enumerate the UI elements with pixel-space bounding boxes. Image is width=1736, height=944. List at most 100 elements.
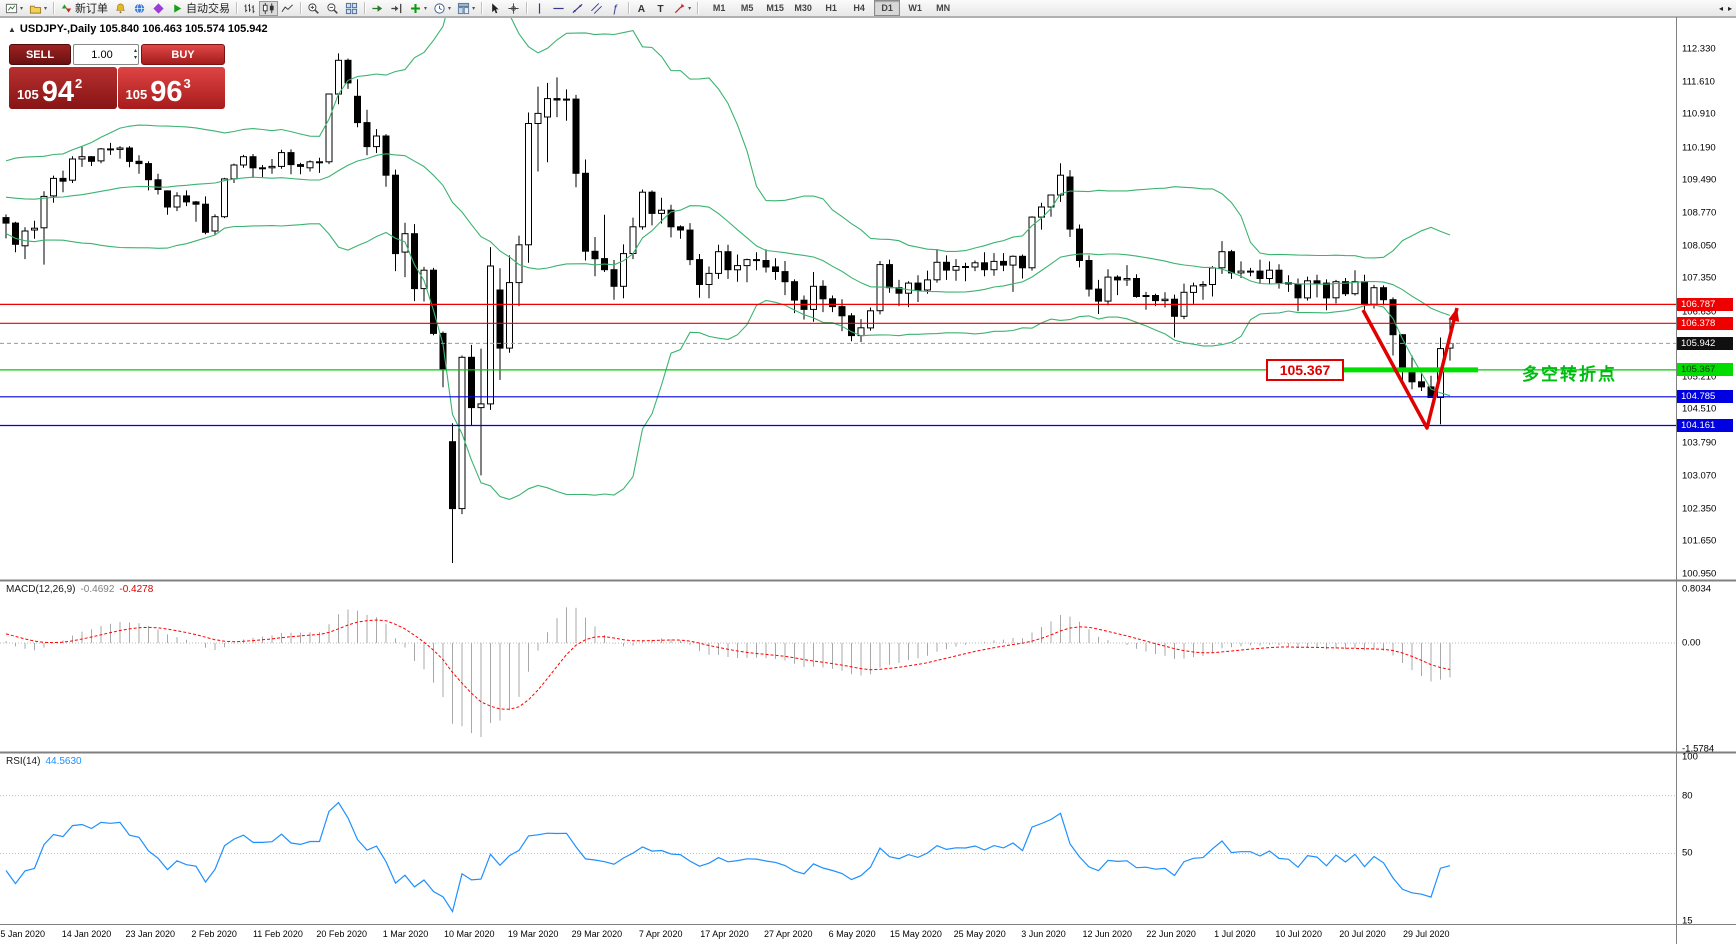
price-tag-106.787: 106.787 (1677, 297, 1733, 311)
date-axis-label: 14 Jan 2020 (61, 929, 112, 939)
arrows-tool-icon (674, 3, 685, 13)
toolbar-scroll-left-button[interactable]: ◂ (1717, 1, 1725, 16)
price-axis-label: 108.770 (1682, 207, 1717, 219)
volume-input[interactable] (74, 45, 138, 65)
buy-price-display[interactable]: 105 96 3 (117, 67, 225, 109)
trendline-button[interactable] (568, 1, 587, 16)
timeframe-button-m1[interactable]: M1 (712, 3, 726, 13)
news-button[interactable] (130, 1, 149, 16)
price-axis-label: 108.050 (1682, 240, 1717, 252)
label-tool-button[interactable]: T (651, 1, 670, 16)
date-axis: 5 Jan 2020 14 Jan 2020 23 Jan 2020 2 Feb 20… (0, 925, 1676, 944)
timeframe-button-m15[interactable]: M15 (766, 3, 784, 13)
bollinger-upper-band (5, 17, 1451, 259)
annotation-text[interactable]: 多空转折点 (1522, 365, 1617, 384)
vertical-line-icon (538, 2, 541, 14)
vertical-line-button[interactable] (530, 1, 549, 16)
volume-decrease-button[interactable]: ▾ (133, 54, 137, 61)
buy-button[interactable]: BUY (141, 44, 225, 65)
toolbar-scroll-right-button[interactable]: ▸ (1726, 1, 1734, 16)
crosshair-button[interactable] (504, 1, 523, 16)
rsi-axis-label: 50 (1682, 847, 1693, 859)
chart-shift-button[interactable] (387, 1, 406, 16)
date-axis-label: 12 Jun 2020 (1082, 929, 1133, 939)
date-axis-label: 11 Feb 2020 (252, 929, 303, 939)
alerts-bell-icon (116, 3, 125, 13)
chevron-down-icon: ▾ (688, 5, 692, 12)
fibonacci-button[interactable]: ƒ (606, 1, 625, 16)
cursor-button[interactable] (485, 1, 504, 16)
date-axis-label: 27 Apr 2020 (764, 929, 813, 939)
macd-plot (0, 607, 1676, 737)
timeframe-button-w1[interactable]: W1 (908, 3, 922, 13)
volume-box: ▴ ▾ (73, 44, 139, 65)
rsi-axis-label: 100 (1682, 751, 1698, 763)
horizontal-line-button[interactable] (549, 1, 568, 16)
bar-chart-button[interactable] (240, 1, 259, 16)
volume-increase-button[interactable]: ▴ (133, 47, 137, 54)
auto-trading-button[interactable]: 自动交易 (168, 1, 233, 16)
arrows-tool-button[interactable]: ▾ (670, 1, 694, 16)
bollinger-lower-band (5, 223, 1451, 500)
price-tag-105.942: 105.942 (1677, 336, 1733, 350)
macd-axis-label: 0.8034 (1682, 583, 1712, 595)
toolbar-separator (526, 2, 528, 14)
date-axis-label: 23 Jan 2020 (125, 929, 176, 939)
new-chart-button[interactable]: ▾ (2, 1, 26, 16)
date-axis-label: 29 Jul 2020 (1403, 929, 1450, 939)
candlestick-chart-button[interactable] (259, 0, 279, 16)
text-tool-button[interactable]: A (632, 1, 651, 16)
rsi-value: 44.5630 (45, 756, 82, 767)
price-axis-label: 111.610 (1682, 76, 1715, 88)
date-axis-label: 1 Jul 2020 (1214, 929, 1256, 939)
horizontal-line-icon (553, 7, 564, 9)
timeframe-button-m30[interactable]: M30 (794, 3, 812, 13)
chart-title: ▲ USDJPY-,Daily 105.840 106.463 105.574 … (8, 23, 268, 35)
date-axis-label: 25 May 2020 (953, 929, 1006, 939)
indicators-button[interactable]: ▾ (406, 1, 430, 16)
sell-price-main: 94 (41, 76, 74, 108)
macd-axis-label: 0.00 (1682, 637, 1701, 649)
timeframe-button-d1[interactable]: D1 (874, 0, 901, 16)
signals-button[interactable] (149, 1, 168, 16)
timeframe-button-m5[interactable]: M5 (740, 3, 754, 13)
profiles-button[interactable]: ▾ (26, 1, 50, 16)
price-axis-label: 105.210 (1682, 371, 1717, 383)
chart-shift-icon (391, 3, 402, 13)
date-axis-label: 22 Jun 2020 (1146, 929, 1196, 939)
zoom-out-icon (327, 2, 338, 14)
alerts-button[interactable] (111, 1, 130, 16)
templates-button[interactable]: ▾ (454, 1, 478, 16)
zoom-in-button[interactable] (304, 1, 323, 16)
timeframe-button-mn[interactable]: MN (936, 3, 951, 13)
date-axis-label: 7 Apr 2020 (638, 929, 683, 939)
timeframe-button-h1[interactable]: H1 (825, 3, 837, 13)
sell-price-sup: 2 (74, 76, 83, 91)
one-click-collapse-icon[interactable]: ▲ (8, 24, 16, 34)
fibonacci-icon: ƒ (612, 3, 618, 15)
date-axis-label: 15 May 2020 (889, 929, 942, 939)
date-axis-label: 6 May 2020 (828, 929, 876, 939)
price-callout-box[interactable]: 105.367 (1266, 359, 1344, 381)
chevron-down-icon: ▾ (20, 5, 24, 12)
sell-price-display[interactable]: 105 94 2 (9, 67, 117, 109)
sell-button[interactable]: SELL (9, 44, 71, 65)
buy-price-sup: 3 (183, 76, 191, 91)
buy-price-big: 105 (125, 87, 148, 102)
channel-button[interactable] (587, 1, 606, 16)
zoom-out-button[interactable] (323, 1, 342, 16)
red-arrow-drawing[interactable] (1361, 307, 1459, 430)
auto-scroll-button[interactable] (368, 1, 387, 16)
line-chart-button[interactable] (278, 1, 297, 16)
price-tag-104.785: 104.785 (1677, 390, 1733, 404)
timeframe-button-h4[interactable]: H4 (853, 3, 865, 13)
chevron-down-icon: ▾ (44, 5, 48, 12)
price-axis-label: 101.650 (1682, 535, 1717, 547)
zoom-in-icon (308, 2, 319, 14)
new-order-button[interactable]: 新订单 (57, 1, 111, 16)
periods-button[interactable]: ▾ (430, 1, 454, 16)
price-axis-label: 103.790 (1682, 437, 1717, 449)
tile-windows-button[interactable] (342, 1, 361, 16)
